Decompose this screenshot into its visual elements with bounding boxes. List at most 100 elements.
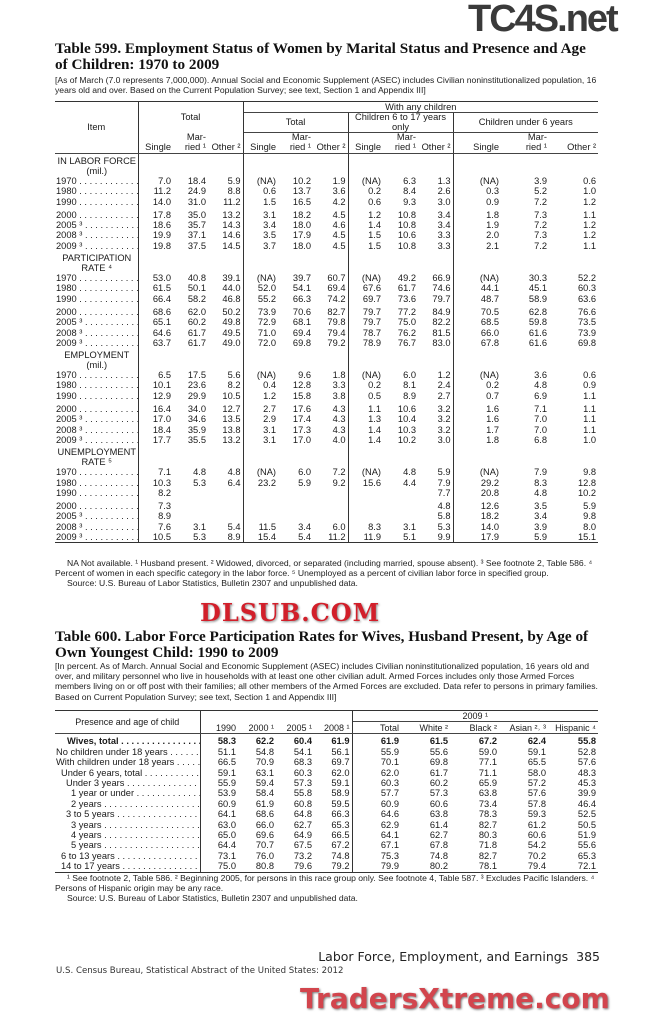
cell-value: 1.3 <box>368 414 382 425</box>
cell-value: 5.9 <box>298 477 312 488</box>
cell-value: 1.2 <box>418 370 454 381</box>
cell-value <box>278 511 313 521</box>
cell-value: 80.8 <box>255 861 274 872</box>
row-label: 5 years <box>55 840 201 851</box>
empty-cell <box>243 154 278 177</box>
cell-value: 5.6 <box>208 370 244 381</box>
cell-value: 13.5 <box>208 414 244 425</box>
cell-value <box>383 498 418 511</box>
row-label: Wives, total <box>55 733 201 747</box>
cell-value <box>243 511 278 521</box>
empty-cell <box>549 445 598 467</box>
cell-value: 53.9 <box>217 788 236 799</box>
cell-value: (NA) <box>479 176 500 186</box>
table-row: 2008 ³ 19.9 37.114.6 3.5 17.94.5 1.5 10.63.3 2.… <box>55 230 598 241</box>
table-row: 3 years 63.0 66.0 62.765.3 62.9 61.4 82.7 61.2 5… <box>55 819 598 831</box>
cell-value: 1.9 <box>486 220 500 231</box>
cell-value: 0.6 <box>583 176 597 186</box>
cell-value: 78.1 <box>478 861 497 872</box>
cell-value: 10.6 <box>397 230 417 241</box>
cell-value: 18.4 <box>187 176 206 186</box>
cell-value: 10.4 <box>397 414 417 425</box>
cell-value: 52.0 <box>257 283 277 294</box>
cell-value: 76.7 <box>397 337 417 348</box>
empty-header <box>200 710 353 722</box>
row-label: 2009 ³ <box>55 337 139 349</box>
table-row: 1990 66.4 58.246.8 55.2 66.374.2 69.7 73.679.7… <box>55 293 598 304</box>
cell-value: 61.9 <box>314 733 353 747</box>
cell-value: 67.2 <box>478 736 497 747</box>
empty-cell <box>501 445 549 467</box>
cell-value: 9.8 <box>583 511 597 522</box>
cell-value: 69.4 <box>313 283 349 294</box>
cell-value: 57.2 <box>527 778 546 789</box>
cell-value: 78.7 <box>362 327 382 338</box>
empty-cell <box>173 251 208 273</box>
cell-value: 3.1 <box>193 521 206 532</box>
table-row: 1970 53.0 40.839.1 (NA) 39.760.7 (NA) 49.266.9… <box>55 273 598 284</box>
cell-value: 68.6 <box>152 306 171 317</box>
table-row: 1990 12.9 29.910.5 1.2 15.83.8 0.5 8.92.7 0.7 6.… <box>55 390 598 402</box>
empty-cell <box>453 348 501 370</box>
cell-value: 16.4 <box>152 404 171 415</box>
empty-cell <box>173 445 208 467</box>
cell-value: 1.6 <box>486 414 500 425</box>
cell-value: 11.2 <box>153 186 171 197</box>
cell-value <box>208 487 244 499</box>
cell-value: 2.7 <box>418 390 454 402</box>
cell-value: 3.1 <box>403 521 417 532</box>
cell-value: 74.2 <box>313 293 349 304</box>
cell-value: 59.1 <box>527 746 546 757</box>
row-label: 1970 <box>55 370 139 381</box>
row-label: 1990 <box>55 390 139 402</box>
cell-value: 67.5 <box>293 840 312 851</box>
empty-cell <box>313 251 349 274</box>
cell-value: (NA) <box>256 273 277 284</box>
cell-value: 18.0 <box>292 240 312 251</box>
row-label: 3 years <box>55 819 201 831</box>
subcolumn-header: Mar- ried ¹ <box>383 132 419 154</box>
cell-value: 1.3 <box>418 176 454 187</box>
cell-value: 50.2 <box>208 303 244 318</box>
cell-value: 4.8 <box>403 467 417 478</box>
row-label: 2005 ³ <box>55 414 139 425</box>
cell-value: 9.8 <box>583 467 597 478</box>
cell-value: 44.0 <box>208 283 244 294</box>
cell-value: 8.8 <box>208 186 244 197</box>
row-label: 3 to 5 years <box>55 809 201 820</box>
cell-value: 59.4 <box>255 778 274 789</box>
cell-value: 4.8 <box>193 467 206 478</box>
cell-value: 62.0 <box>380 767 399 778</box>
cell-value: 61.6 <box>528 327 548 338</box>
cell-value: 3.6 <box>534 370 548 381</box>
cell-value: 2.4 <box>418 380 454 391</box>
cell-value: 8.9 <box>208 532 244 543</box>
cell-value: 61.7 <box>187 337 206 348</box>
cell-value: 6.5 <box>158 370 171 381</box>
cell-value: 6.3 <box>403 176 417 186</box>
empty-cell <box>453 445 501 467</box>
row-label: 2008 ³ <box>55 424 139 435</box>
cell-value: 63.1 <box>255 767 274 778</box>
cell-value: 0.2 <box>368 380 382 391</box>
cell-value: 67.1 <box>380 840 399 851</box>
cell-value: 57.6 <box>527 788 546 799</box>
cell-value: 82.2 <box>418 317 454 328</box>
table-row: 19707.14.84.8(NA)6.07.2(NA)4.85.9(NA)7.9… <box>55 467 598 478</box>
table-row: 14 to 17 years 75.0 80.8 79.679.2 79.9 80.2 78… <box>55 861 598 873</box>
cell-value: 19.8 <box>152 240 171 251</box>
cell-value: 72.0 <box>257 337 277 348</box>
cell-value: 10.6 <box>397 404 417 415</box>
cell-value: 5.1 <box>403 532 417 543</box>
cell-value: 1.6 <box>486 404 500 415</box>
cell-value: 0.6 <box>583 370 597 381</box>
row-label: 1970 <box>55 467 139 478</box>
cell-value: 1.8 <box>313 370 349 381</box>
cell-value: 71.1 <box>478 767 497 778</box>
cell-value: 3.7 <box>263 240 277 251</box>
cell-value: 63.7 <box>152 337 171 348</box>
cell-value: 34.6 <box>187 414 206 425</box>
cell-value: 5.2 <box>534 186 548 197</box>
cell-value: 74.6 <box>418 283 454 294</box>
empty-cell <box>243 348 278 370</box>
